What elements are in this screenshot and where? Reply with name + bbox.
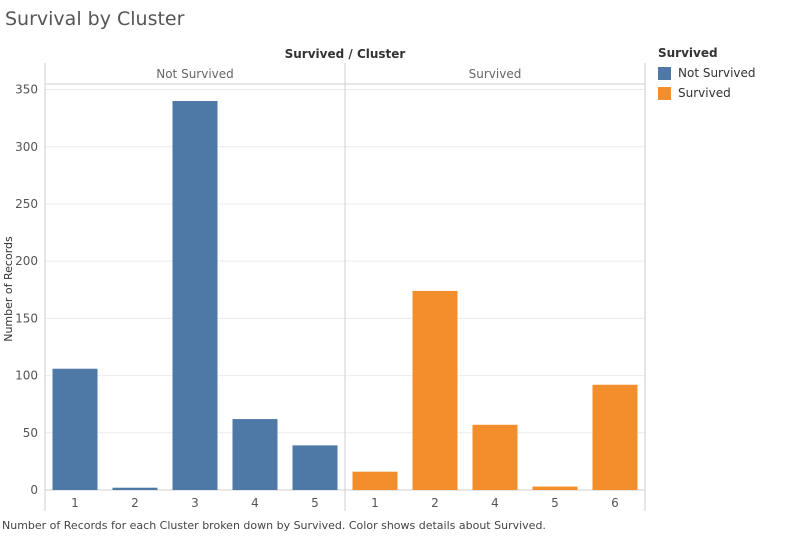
y-tick-label: 300 [15,140,38,154]
bar [472,424,518,490]
legend-label-not-survived: Not Survived [678,66,756,80]
x-tick-label: 5 [311,496,319,510]
x-tick-label: 5 [551,496,559,510]
y-axis-title: Number of Records [2,236,15,342]
legend-label-survived: Survived [678,86,731,100]
labels: Survived / Cluster 0 50 100 150 200 250 300 350 N… [2,47,619,510]
y-tick-label: 200 [15,254,38,268]
legend-title: Survived [658,46,718,60]
x-tick-label: 4 [491,496,499,510]
bar [532,486,578,490]
legend: Survived Not Survived Survived [658,46,756,103]
x-tick-label: 6 [611,496,619,510]
x-tick-label: 1 [71,496,79,510]
bar [592,384,638,490]
y-tick-label: 50 [23,426,38,440]
x-tick-label: 2 [131,496,139,510]
legend-swatch-not-survived [658,66,671,80]
y-tick-label: 100 [15,369,38,383]
bar [412,290,458,490]
x-tick-label: 3 [191,496,199,510]
bar [292,445,338,490]
bar [232,419,278,490]
panel-header-1: Survived [469,67,522,81]
chart-caption: Number of Records for each Cluster broke… [2,519,546,532]
x-tick-label: 1 [371,496,379,510]
legend-item-survived[interactable]: Survived [658,83,756,103]
column-header: Survived / Cluster [285,47,406,61]
x-tick-label: 4 [251,496,259,510]
x-tick-label: 2 [431,496,439,510]
y-tick-label: 0 [30,483,38,497]
chart-frame [44,63,646,511]
legend-item-not-survived[interactable]: Not Survived [658,63,756,83]
y-tick-label: 150 [15,311,38,325]
y-tick-label: 350 [15,83,38,97]
y-tick-label: 250 [15,197,38,211]
bars [52,101,638,490]
bar [352,471,398,490]
bar [172,101,218,490]
bar [52,368,98,490]
bar [112,487,158,490]
legend-swatch-survived [658,86,671,100]
panel-header-0: Not Survived [156,67,234,81]
chart-title: Survival by Cluster [5,8,185,30]
